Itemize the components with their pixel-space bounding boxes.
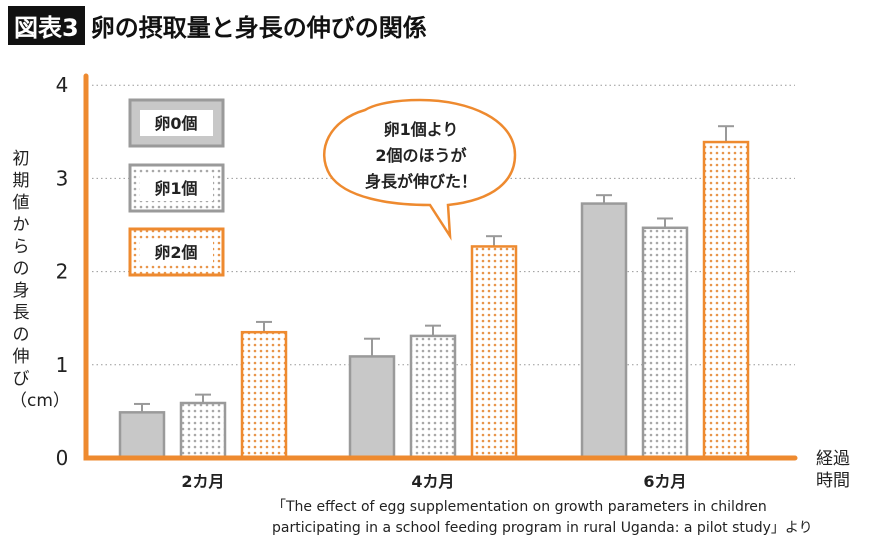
source-line: 「The effect of egg supplementation on gr…	[272, 499, 767, 515]
legend-label: 卵2個	[154, 243, 197, 262]
y-tick-label: 3	[56, 166, 69, 190]
callout-text: 2個のほうが	[375, 146, 466, 165]
figure-badge: 図表3	[8, 6, 85, 45]
bar	[179, 401, 227, 460]
bar	[470, 245, 518, 460]
legend-label-bg	[140, 175, 213, 201]
y-tick-label: 1	[56, 353, 69, 377]
y-tick-label: 0	[56, 446, 69, 470]
y-tick-label: 2	[56, 260, 69, 284]
bar	[240, 330, 288, 460]
chart-title: 卵の摂取量と身長の伸びの関係	[90, 14, 427, 42]
x-tick-label: 6カ月	[643, 472, 686, 491]
legend-label: 卵1個	[154, 179, 197, 198]
x-tick-label: 4カ月	[411, 472, 454, 491]
legend-label: 卵0個	[154, 114, 197, 133]
callout-text: 身長が伸びた！	[365, 172, 477, 191]
legend-label-bg	[140, 110, 213, 136]
figure-title: 図表3 卵の摂取量と身長の伸びの関係	[8, 6, 427, 45]
x-tick-label: 2カ月	[181, 472, 224, 491]
bar	[702, 140, 750, 460]
y-tick-label: 4	[56, 73, 69, 97]
x-axis-label: 経過時間	[816, 449, 850, 491]
source-line: participating in a school feeding progra…	[272, 520, 813, 536]
bar	[641, 226, 689, 460]
axis-line	[83, 73, 798, 461]
speech-bubble	[323, 98, 517, 241]
bar	[409, 334, 457, 460]
bar	[348, 355, 396, 460]
source-citation: 「The effect of egg supplementation on gr…	[272, 497, 813, 539]
bar	[118, 411, 166, 460]
bar	[580, 202, 628, 460]
legend-label-bg	[140, 239, 213, 265]
callout-text: 卵1個より	[384, 120, 459, 139]
